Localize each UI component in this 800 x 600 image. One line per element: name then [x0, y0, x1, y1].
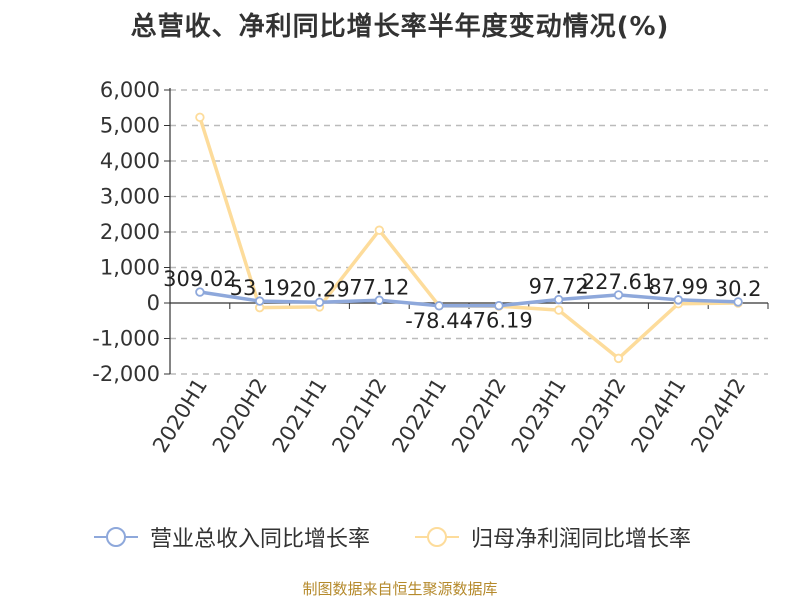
data-point-revenue — [434, 301, 444, 311]
legend-item-profit[interactable]: 归母净利润同比增长率 — [413, 520, 691, 554]
data-label-revenue: -76.19 — [465, 309, 533, 333]
x-tick-label: 2022H1 — [387, 374, 451, 457]
y-tick-label: 0 — [147, 291, 160, 315]
data-point-revenue — [554, 294, 564, 305]
data-point-revenue — [733, 297, 743, 307]
data-label-revenue: 309.02 — [163, 267, 236, 291]
legend-label-profit: 归母净利润同比增长率 — [471, 527, 692, 552]
y-tick-label: 2,000 — [100, 220, 160, 244]
data-point-profit — [613, 353, 624, 364]
x-tick-label: 2024H1 — [626, 374, 690, 457]
x-tick-label: 2021H1 — [268, 374, 332, 457]
data-point-revenue — [195, 287, 205, 297]
y-tick-label: -1,000 — [92, 327, 160, 351]
data-label-revenue: 77.12 — [349, 275, 409, 299]
legend-label-revenue: 营业总收入同比增长率 — [150, 527, 371, 552]
legend-item-revenue[interactable]: 营业总收入同比增长率 — [92, 520, 370, 554]
data-point-revenue — [314, 297, 325, 307]
data-point-revenue — [255, 296, 265, 306]
x-tick-label: 2020H2 — [208, 374, 272, 457]
y-tick-label: 1,000 — [100, 256, 160, 280]
data-source-note: 制图数据来自恒生聚源数据库 — [302, 580, 498, 598]
data-label-revenue: 227.61 — [582, 270, 655, 294]
x-tick-label: 2023H2 — [567, 374, 631, 457]
y-tick-label: 4,000 — [100, 149, 160, 173]
series-line-revenue — [199, 290, 739, 308]
x-tick-label: 2024H2 — [686, 374, 750, 457]
x-tick-label: 2023H1 — [507, 374, 571, 457]
legend-marker-profit-icon — [415, 527, 459, 547]
data-point-profit — [374, 225, 384, 235]
legend-marker-revenue-icon — [94, 527, 138, 547]
y-tick-label: -2,000 — [92, 362, 160, 386]
data-label-revenue: 30.2 — [715, 277, 762, 301]
data-label-revenue: 87.99 — [648, 275, 708, 299]
y-tick-label: 5,000 — [100, 114, 160, 138]
data-label-revenue: -78.44 — [405, 309, 473, 333]
data-point-revenue — [494, 301, 504, 311]
data-point-profit — [554, 305, 564, 315]
x-tick-label: 2022H2 — [447, 374, 511, 457]
y-tick-label: 3,000 — [100, 185, 160, 209]
data-point-revenue — [374, 295, 384, 305]
data-label-revenue: 20.29 — [289, 277, 349, 301]
data-label-revenue: 97.72 — [529, 275, 589, 299]
data-point-revenue — [613, 290, 624, 300]
data-label-revenue: 53.19 — [230, 276, 290, 300]
data-point-revenue — [673, 295, 683, 305]
x-tick-label: 2020H1 — [148, 374, 212, 457]
data-point-profit — [195, 112, 205, 123]
x-tick-label: 2021H2 — [327, 374, 391, 457]
chart-title: 总营收、净利同比增长率半年度变动情况(%) — [130, 12, 670, 42]
y-tick-label: 6,000 — [100, 78, 160, 102]
